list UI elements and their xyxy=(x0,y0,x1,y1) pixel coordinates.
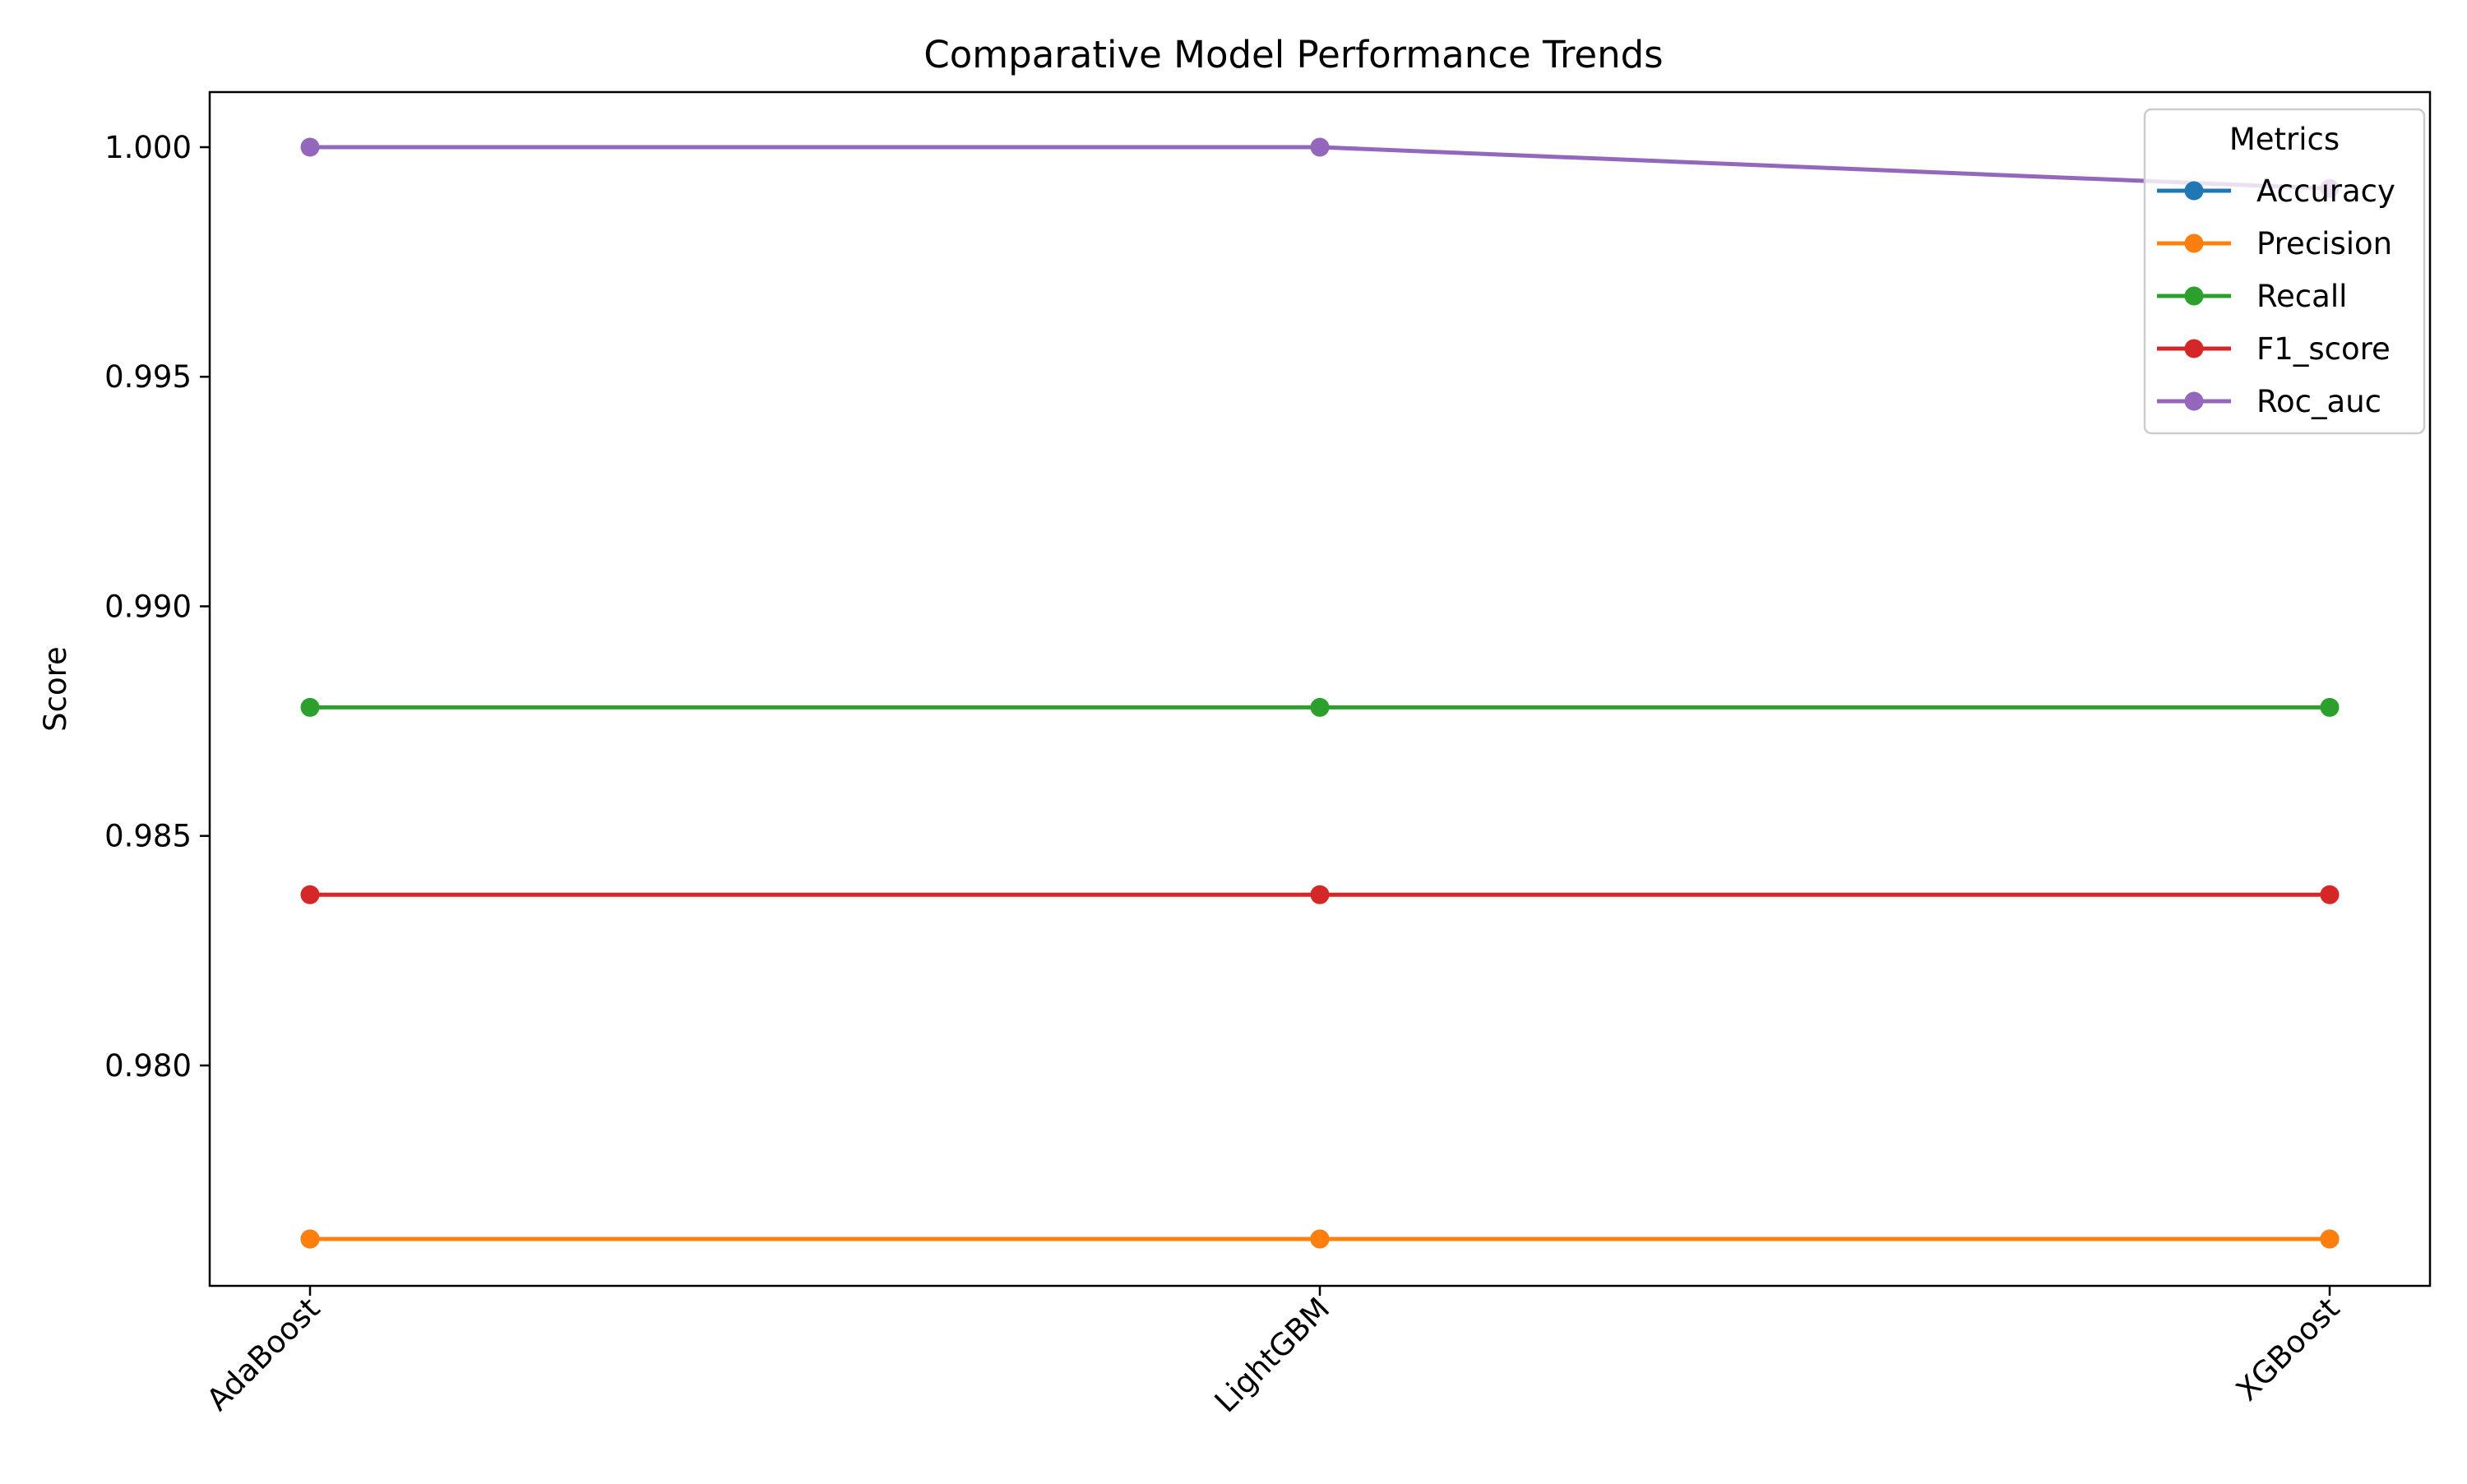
legend-title: Metrics xyxy=(2229,122,2340,157)
y-tick-label: 0.995 xyxy=(104,359,192,395)
y-axis-label: Score xyxy=(38,646,73,732)
legend: Metrics Accuracy Precision Recall F1_score Ro… xyxy=(2143,108,2426,435)
data-point-roc-auc xyxy=(1310,137,1330,157)
legend-label-recall: Recall xyxy=(2256,279,2347,314)
chart-title: Comparative Model Performance Trends xyxy=(923,33,1663,76)
plot-area xyxy=(300,137,2340,1249)
y-tick-label: 0.990 xyxy=(104,589,192,624)
legend-marker-precision xyxy=(2184,233,2204,253)
data-point-precision xyxy=(1310,1229,1330,1249)
data-point-recall xyxy=(1310,697,1330,717)
data-point-recall xyxy=(2320,697,2340,717)
data-point-precision xyxy=(2320,1229,2340,1249)
data-point-f1-score xyxy=(300,885,320,904)
legend-marker-accuracy xyxy=(2184,181,2204,201)
data-point-recall xyxy=(300,697,320,717)
y-tick-label: 0.980 xyxy=(104,1048,192,1084)
legend-label-f1-score: F1_score xyxy=(2256,331,2391,367)
y-tick-label: 0.985 xyxy=(104,819,192,854)
data-point-roc-auc xyxy=(300,137,320,157)
legend-marker-roc-auc xyxy=(2184,391,2204,411)
legend-label-precision: Precision xyxy=(2256,226,2392,261)
legend-marker-recall xyxy=(2184,286,2204,306)
data-point-f1-score xyxy=(1310,885,1330,904)
data-point-precision xyxy=(300,1229,320,1249)
legend-marker-f1-score xyxy=(2184,339,2204,358)
data-point-f1-score xyxy=(2320,885,2340,904)
legend-label-accuracy: Accuracy xyxy=(2256,173,2395,209)
legend-label-roc-auc: Roc_auc xyxy=(2256,384,2381,419)
y-tick-label: 1.000 xyxy=(104,130,192,165)
